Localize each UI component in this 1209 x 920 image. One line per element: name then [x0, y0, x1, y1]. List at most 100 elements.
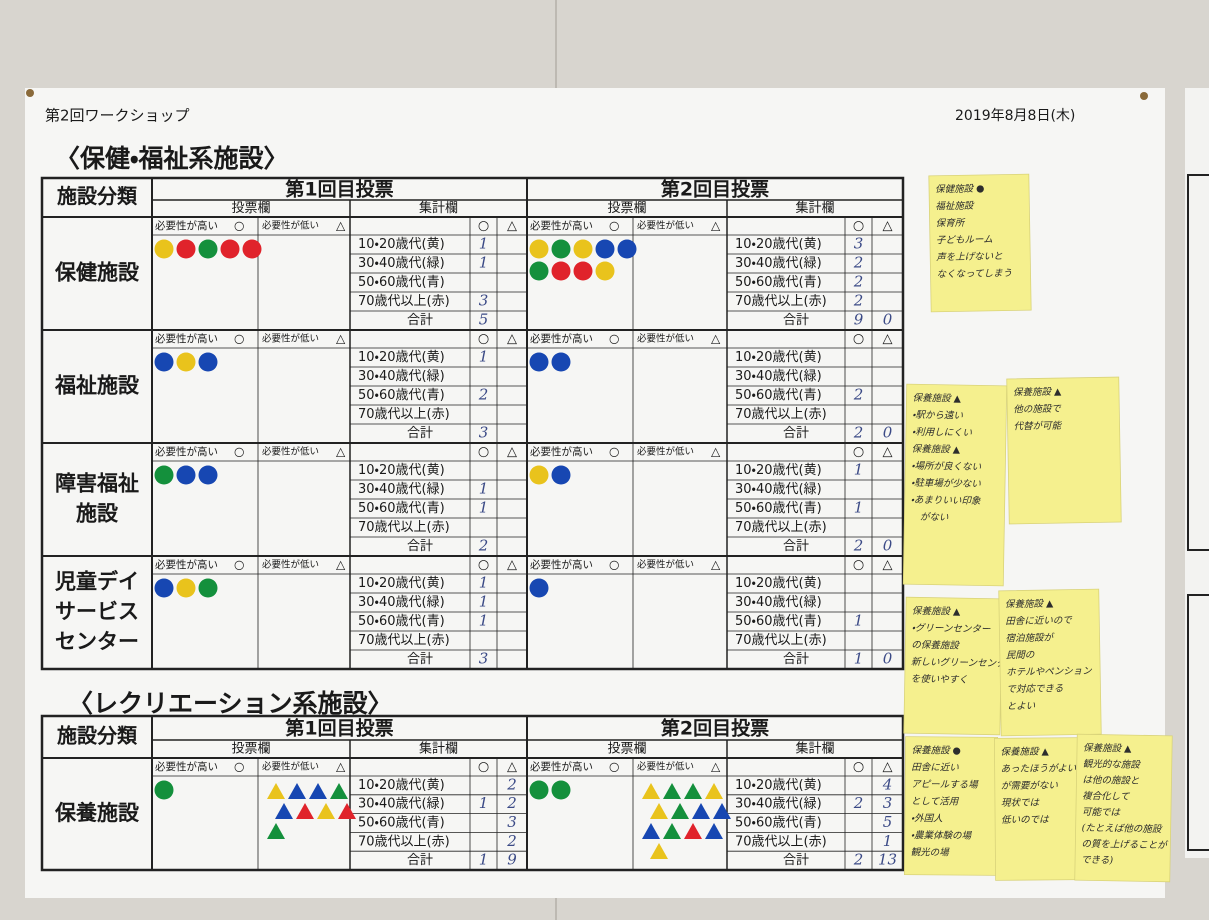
vote-sticker-triangle [663, 823, 681, 839]
tally-triangle-count: 3 [883, 794, 893, 812]
age-label: 30・40歳代(緑) [358, 482, 445, 497]
note-line: 保養施設 ▲ [1013, 387, 1062, 399]
facility-name: 施設 [76, 502, 119, 526]
age-label: 10・20歳代(黄) [358, 778, 445, 793]
note-line: 他の施設で [1013, 404, 1062, 416]
age-label: 30・40歳代(緑) [358, 256, 445, 271]
note-line: 田舎に近いので [1005, 615, 1073, 627]
vote-sticker-circle [154, 465, 174, 485]
vote-sticker-triangle [642, 823, 660, 839]
age-label: 30・40歳代(緑) [735, 369, 822, 384]
vote-high-label: 必要性が高い [155, 558, 218, 571]
vote-high-label: 必要性が高い [530, 445, 593, 458]
poster-title: 第2回ワークショップ [45, 107, 190, 125]
tally-circle-count: 2 [853, 794, 864, 812]
poster-date: 2019年8月8日(木) [955, 108, 1075, 124]
age-label: 10・20歳代(黄) [358, 237, 445, 252]
tally-circle-count: 2 [853, 292, 864, 310]
note-line: ・駅から遠い [912, 410, 963, 422]
note-line: 保養施設 ▲ [912, 606, 961, 618]
note-line: 保育所 [936, 218, 966, 230]
age-label: 70歳代以上(赤) [358, 520, 450, 535]
tally-triangle-count: 2 [506, 794, 517, 812]
vote-sticker-triangle [713, 803, 731, 819]
vote-sticker-circle [573, 261, 593, 281]
vote-sticker-triangle [705, 783, 723, 799]
note-line: の保養施設 [911, 640, 960, 652]
vote-triangle-symbol: △ [336, 760, 346, 774]
vote-circle-symbol: ○ [234, 219, 244, 233]
tally-circle-count: 3 [479, 650, 489, 668]
note-line: とよい [1007, 701, 1036, 713]
vote-sticker-triangle [684, 823, 702, 839]
vote-sticker-circle [529, 261, 549, 281]
note-line: ・あまりいい印象 [911, 494, 981, 507]
tally-circle-head: ○ [478, 332, 489, 347]
tally-circle-count: 2 [853, 254, 864, 272]
age-label: 30・40歳代(緑) [358, 595, 445, 610]
note-line: 新しいグリーンセンター [911, 657, 1016, 670]
age-label: 50・60歳代(青) [735, 816, 822, 831]
vote-sticker-circle [176, 578, 196, 598]
sticky-paper [993, 737, 1083, 881]
tally-circle-count: 1 [479, 480, 489, 498]
tally-triangle-count: 0 [883, 424, 893, 442]
tally-circle-count: 3 [479, 292, 489, 310]
vote-sticker-circle [154, 780, 174, 800]
vote-high-label: 必要性が高い [155, 760, 218, 773]
tally-circle-count: 1 [479, 235, 489, 253]
section-title: 〈保健・福祉系施設〉 [55, 144, 289, 173]
round-header: 第2回目投票 [661, 717, 769, 740]
category-header: 施設分類 [57, 184, 138, 208]
vote-sticker-triangle [692, 803, 710, 819]
vote-circle-symbol: ○ [609, 219, 619, 233]
facility-name: センター [55, 630, 139, 654]
tally-header: 集計欄 [419, 200, 458, 216]
age-label: 70歳代以上(赤) [735, 834, 827, 849]
vote-sticker-triangle [338, 803, 356, 819]
total-label: 合計 [783, 852, 809, 868]
note-line: 保養施設 ● [911, 745, 960, 756]
tally-circle-count: 1 [479, 574, 489, 592]
vote-sticker-circle [176, 465, 196, 485]
vote-low-label: 必要性が低い [262, 333, 319, 345]
age-label: 10・20歳代(黄) [735, 778, 822, 793]
tally-header: 集計欄 [419, 741, 458, 757]
total-label: 合計 [407, 651, 433, 667]
tally-circle-count: 2 [478, 386, 489, 404]
vote-triangle-symbol: △ [711, 219, 721, 233]
next-poster-table [1187, 174, 1209, 551]
table-frame [40, 176, 905, 671]
note-line: (たとえば他の施設 [1082, 823, 1163, 835]
vote-header: 投票欄 [231, 200, 270, 216]
vote-low-label: 必要性が低い [637, 220, 694, 232]
vote-high-label: 必要性が高い [530, 760, 593, 773]
next-poster-table [1187, 594, 1209, 851]
sticky-paper [902, 383, 1008, 587]
tally-circle-count: 1 [854, 650, 864, 668]
age-label: 70歳代以上(赤) [735, 294, 827, 309]
vote-triangle-symbol: △ [711, 332, 721, 346]
vote-sticker-triangle [267, 783, 285, 799]
note-line: 保養施設 ▲ [1083, 743, 1132, 755]
sticky-paper [1074, 733, 1173, 883]
age-label: 50・60歳代(青) [358, 816, 445, 831]
age-label: 70歳代以上(赤) [735, 407, 827, 422]
facility-name: 保養施設 [54, 801, 140, 825]
note-line: ・駐車場が少ない [911, 477, 981, 490]
age-label: 30・40歳代(緑) [358, 797, 445, 812]
note-line: ・農業体験の場 [911, 830, 973, 842]
tally-triangle-count: 0 [883, 650, 893, 668]
note-line: で対応できる [1006, 683, 1063, 695]
vote-sticker-circle [551, 352, 571, 372]
vote-low-label: 必要性が低い [262, 559, 319, 571]
tally-circle-head: ○ [853, 332, 864, 347]
age-label: 50・60歳代(青) [735, 614, 822, 629]
vote-sticker-circle [573, 239, 593, 259]
vote-sticker-triangle [296, 803, 314, 819]
note-line: 保養施設 ▲ [1000, 746, 1049, 757]
